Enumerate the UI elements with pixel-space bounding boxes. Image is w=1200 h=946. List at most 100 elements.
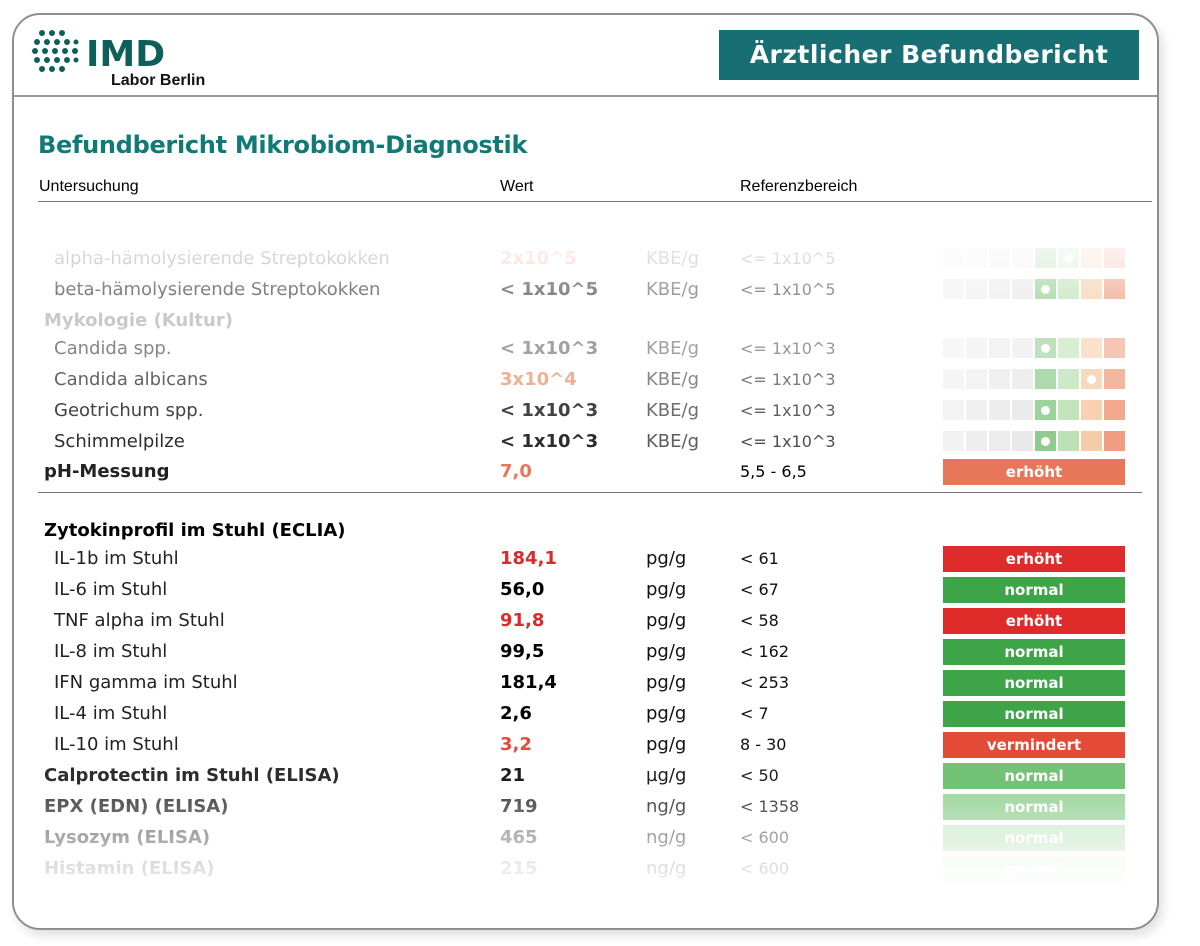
table-row: Histamin (ELISA) 215 ng/g < 600 normal [14, 855, 1157, 883]
column-header-reference: Referenzbereich [740, 178, 858, 195]
status-badge: normal [943, 577, 1125, 603]
row-reference: < 253 [740, 673, 790, 692]
scale-marker-icon [1041, 436, 1050, 446]
scale-segment [966, 431, 987, 451]
row-name: IL-8 im Stuhl [54, 641, 168, 662]
section-divider [38, 492, 1142, 493]
table-row: Geotrichum spp. < 1x10^3 KBE/g <= 1x10^3 [14, 397, 1157, 425]
status-badge: normal [943, 794, 1125, 820]
scale-segment [966, 400, 987, 420]
row-value: 215 [500, 858, 538, 879]
scale-segment [966, 248, 987, 268]
row-value: < 1x10^3 [500, 400, 599, 421]
page-title-banner: Ärztlicher Befundbericht [719, 30, 1139, 80]
column-header-divider [38, 201, 1152, 202]
status-badge: erhöht [943, 459, 1125, 485]
scale-segment [1058, 431, 1079, 451]
range-scale [943, 279, 1125, 299]
row-value: 99,5 [500, 641, 545, 662]
column-header-value: Wert [500, 178, 534, 195]
row-reference: < 600 [740, 828, 790, 847]
scale-segment [1081, 248, 1102, 268]
scale-segment [1012, 248, 1033, 268]
scale-segment [1012, 338, 1033, 358]
scale-segment [1035, 338, 1056, 358]
scale-segment [1035, 279, 1056, 299]
scale-segment [1058, 338, 1079, 358]
row-unit: KBE/g [646, 338, 700, 359]
row-value: 91,8 [500, 610, 545, 631]
logo-imd-text: IMD [86, 34, 166, 75]
row-unit: KBE/g [646, 279, 700, 300]
scale-segment [943, 431, 964, 451]
row-name: beta-hämolysierende Streptokokken [54, 279, 381, 300]
status-badge: normal [943, 856, 1125, 882]
row-value: 56,0 [500, 579, 545, 600]
row-reference: < 58 [740, 611, 779, 630]
status-badge: normal [943, 825, 1125, 851]
status-badge: normal [943, 763, 1125, 789]
scale-segment [943, 248, 964, 268]
range-scale [943, 369, 1125, 389]
table-row-ph: pH-Messung 7,0 5,5 - 6,5 erhöht [14, 458, 1157, 486]
scale-segment [1081, 338, 1102, 358]
column-header-test: Untersuchung [39, 178, 139, 195]
status-badge: normal [943, 701, 1125, 727]
scale-marker-icon [1041, 284, 1050, 294]
table-row: IFN gamma im Stuhl 181,4 pg/g < 253 normal [14, 669, 1157, 697]
scale-segment [989, 431, 1010, 451]
row-reference: < 7 [740, 704, 769, 723]
row-unit: pg/g [646, 610, 687, 631]
row-name: IFN gamma im Stuhl [54, 672, 238, 693]
row-name: IL-1b im Stuhl [54, 548, 179, 569]
row-value: 2x10^5 [500, 248, 577, 269]
table-row: alpha-hämolysierende Streptokokken 2x10^5… [14, 245, 1157, 273]
row-unit: µg/g [646, 765, 687, 786]
row-reference: < 61 [740, 549, 779, 568]
scale-segment [1104, 400, 1125, 420]
row-reference: 8 - 30 [740, 735, 787, 754]
row-value: < 1x10^5 [500, 279, 599, 300]
scale-segment [989, 248, 1010, 268]
scale-marker-icon [1087, 374, 1096, 384]
table-row: Candida spp. < 1x10^3 KBE/g <= 1x10^3 [14, 335, 1157, 363]
row-reference: < 67 [740, 580, 779, 599]
row-name: Geotrichum spp. [54, 400, 204, 421]
row-name: Candida spp. [54, 338, 172, 359]
row-unit: KBE/g [646, 248, 700, 269]
scale-segment [1081, 369, 1102, 389]
scale-segment [989, 369, 1010, 389]
scale-segment [1058, 248, 1079, 268]
row-name: pH-Messung [44, 461, 170, 482]
row-name: Histamin (ELISA) [44, 858, 215, 879]
row-name: Lysozym (ELISA) [44, 827, 211, 848]
scale-segment [1104, 279, 1125, 299]
table-row: Candida albicans 3x10^4 KBE/g <= 1x10^3 [14, 366, 1157, 394]
range-scale [943, 248, 1125, 268]
scale-segment [1035, 369, 1056, 389]
scale-segment [1081, 279, 1102, 299]
row-reference: <= 1x10^3 [740, 370, 836, 389]
table-row: Schimmelpilze < 1x10^3 KBE/g <= 1x10^3 [14, 428, 1157, 456]
scale-marker-icon [1064, 253, 1073, 263]
table-row: IL-8 im Stuhl 99,5 pg/g < 162 normal [14, 638, 1157, 666]
header-divider [14, 95, 1157, 97]
row-unit: ng/g [646, 827, 687, 848]
report-title: Befundbericht Mikrobiom-Diagnostik [38, 131, 528, 159]
row-unit: ng/g [646, 858, 687, 879]
row-reference: <= 1x10^5 [740, 280, 836, 299]
scale-segment [943, 338, 964, 358]
table-row: IL-4 im Stuhl 2,6 pg/g < 7 normal [14, 700, 1157, 728]
section-title: Zytokinprofil im Stuhl (ECLIA) [44, 520, 346, 541]
table-row: Mykologie (Kultur) [14, 307, 1157, 335]
row-unit: pg/g [646, 672, 687, 693]
table-row: TNF alpha im Stuhl 91,8 pg/g < 58 erhöht [14, 607, 1157, 635]
scale-segment [1081, 400, 1102, 420]
scale-segment [989, 279, 1010, 299]
section-title: Mykologie (Kultur) [44, 310, 233, 331]
scale-segment [1035, 431, 1056, 451]
range-scale [943, 431, 1125, 451]
row-name: Calprotectin im Stuhl (ELISA) [44, 765, 340, 786]
row-reference: < 50 [740, 766, 779, 785]
row-value: 2,6 [500, 703, 532, 724]
